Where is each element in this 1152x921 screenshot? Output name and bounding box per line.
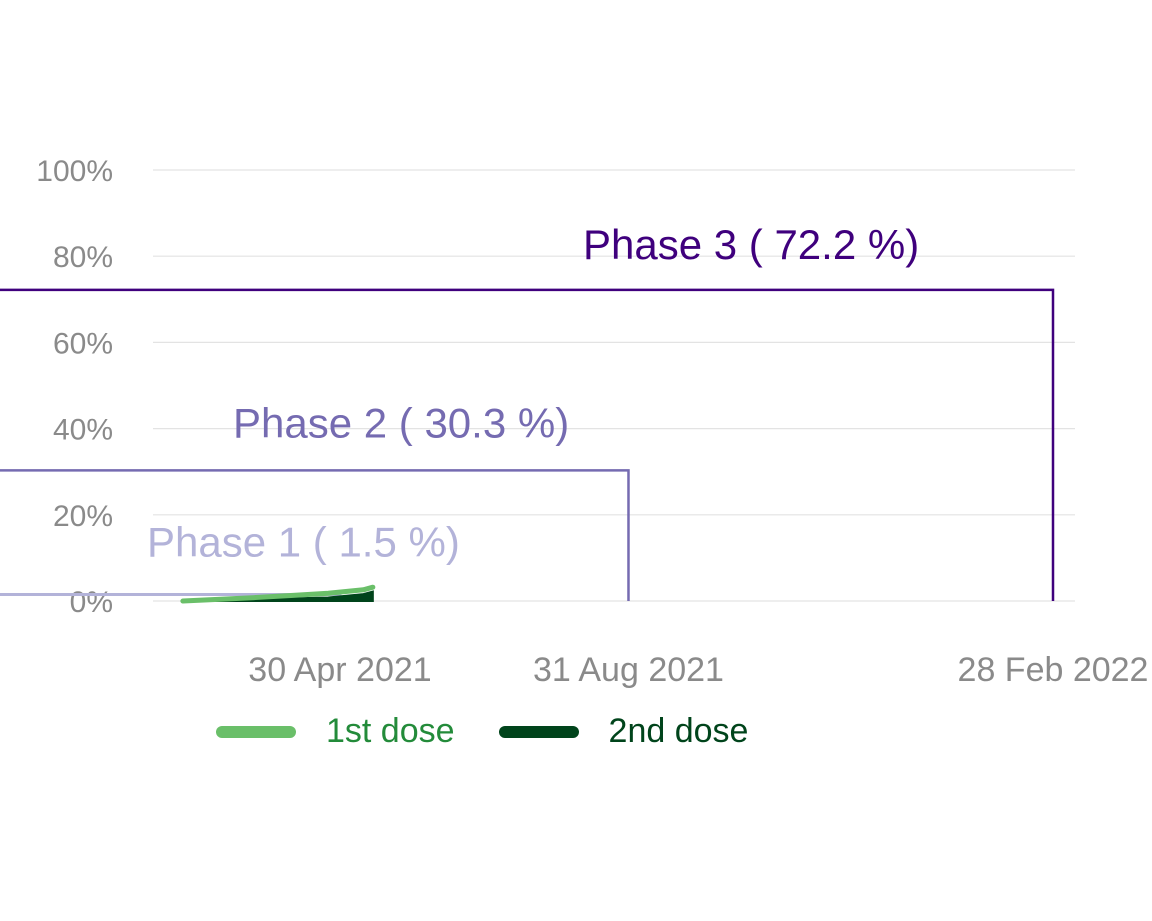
dose-series <box>180 584 376 604</box>
phase-label: Phase 1 ( 1.5 %) <box>147 519 460 566</box>
phase-target-line <box>0 469 630 601</box>
y-tick-label: 80% <box>53 241 113 274</box>
y-tick-label: 0% <box>70 586 113 619</box>
y-tick-label: 100% <box>36 155 113 188</box>
y-tick-label: 40% <box>53 414 113 447</box>
phase-label: Phase 2 ( 30.3 %) <box>233 399 569 446</box>
x-tick-label: 30 Apr 2021 <box>248 651 431 689</box>
y-tick-label: 20% <box>53 500 113 533</box>
phase-targets: Phase 1 ( 1.5 %) Phase 2 ( 30.3 %) Phase 3… <box>0 221 1055 601</box>
x-axis-ticks: 30 Apr 2021 31 Aug 2021 28 Feb 2022 <box>248 651 1148 689</box>
legend-swatch-2nd-dose <box>498 725 579 738</box>
legend-label-1st-dose: 1st dose <box>326 712 455 750</box>
legend: 1st dose 2nd dose <box>216 712 792 751</box>
gridlines <box>153 169 1075 602</box>
legend-item-2nd-dose: 2nd dose <box>498 712 749 751</box>
legend-label-2nd-dose: 2nd dose <box>608 712 749 750</box>
legend-swatch-1st-dose <box>216 725 296 738</box>
phase-label: Phase 3 ( 72.2 %) <box>583 221 919 268</box>
x-tick-label: 28 Feb 2022 <box>958 651 1149 689</box>
x-tick-label: 31 Aug 2021 <box>533 651 724 689</box>
y-axis-ticks: 0% 20% 40% 60% 80% 100% <box>36 155 113 619</box>
legend-item-1st-dose: 1st dose <box>216 712 455 751</box>
y-tick-label: 60% <box>53 327 113 360</box>
phase-target-line <box>0 288 1055 601</box>
series-line-1st-dose <box>180 584 376 604</box>
